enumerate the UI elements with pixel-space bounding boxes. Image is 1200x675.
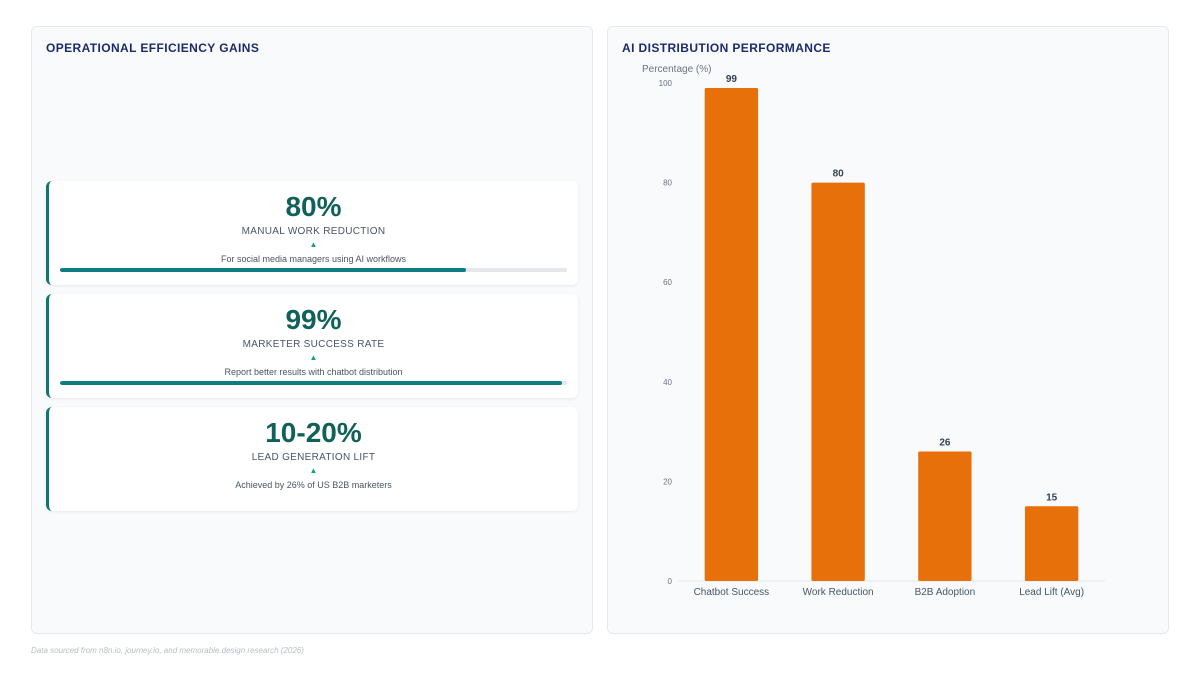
metric-label: MANUAL WORK REDUCTION	[241, 226, 386, 237]
y-tick-label: 100	[659, 79, 673, 88]
metric-description: For social media managers using AI workf…	[220, 254, 407, 264]
bar-chart: Percentage (%) 0 20 40 60 80 100 99 Chatbot Succ…	[642, 64, 1105, 598]
y-tick-label: 80	[663, 179, 672, 188]
metric-card-work-reduction: 80% MANUAL WORK REDUCTION ▲ For social m…	[46, 181, 578, 285]
metric-card-success-rate: 99% MARKETER SUCCESS RATE ▲ Report bette…	[46, 294, 578, 398]
chart-title: AI DISTRIBUTION PERFORMANCE	[622, 41, 831, 55]
distribution-panel: AI DISTRIBUTION PERFORMANCE Percentage (…	[607, 26, 1169, 634]
x-tick-label: B2B Adoption	[915, 587, 976, 598]
y-tick-label: 60	[663, 278, 672, 287]
metric-description: Report better results with chatbot distr…	[224, 367, 403, 377]
metric-card-lead-lift: 10-20% LEAD GENERATION LIFT ▲ Achieved b…	[46, 407, 578, 511]
data-label: 26	[939, 438, 951, 449]
y-axis-label: Percentage (%)	[642, 64, 711, 75]
progress-bar	[60, 381, 567, 385]
y-tick-label: 0	[668, 577, 673, 586]
x-tick-label: Chatbot Success	[694, 587, 770, 598]
metric-value: 99%	[285, 304, 342, 335]
x-tick-label: Lead Lift (Avg)	[1019, 587, 1084, 598]
bar	[811, 182, 865, 581]
trend-up-icon: ▲	[309, 353, 318, 362]
y-tick-label: 20	[663, 477, 672, 486]
data-label: 80	[833, 169, 845, 180]
x-tick-label: Work Reduction	[803, 587, 874, 598]
data-label: 15	[1046, 492, 1058, 503]
progress-bar-fill	[60, 268, 466, 272]
trend-up-icon: ▲	[309, 240, 318, 249]
progress-bar-fill	[60, 381, 562, 385]
progress-bar	[60, 268, 567, 272]
bar	[1024, 506, 1079, 581]
source-footnote: Data sourced from n8n.io, journey.io, an…	[31, 646, 304, 655]
efficiency-panel: OPERATIONAL EFFICIENCY GAINS 80% MANUAL …	[31, 26, 593, 634]
metric-value: 80%	[285, 191, 342, 222]
metric-cards: 80% MANUAL WORK REDUCTION ▲ For social m…	[46, 181, 578, 520]
y-tick-label: 40	[663, 378, 672, 387]
metric-label: LEAD GENERATION LIFT	[251, 452, 376, 463]
metric-value: 10-20%	[265, 417, 362, 448]
bar	[704, 87, 759, 582]
trend-up-icon: ▲	[309, 466, 318, 475]
metric-label: MARKETER SUCCESS RATE	[242, 339, 385, 350]
metric-description: Achieved by 26% of US B2B marketers	[235, 480, 392, 490]
bar	[918, 451, 972, 581]
efficiency-panel-title: OPERATIONAL EFFICIENCY GAINS	[46, 41, 260, 55]
data-label: 99	[726, 74, 738, 85]
